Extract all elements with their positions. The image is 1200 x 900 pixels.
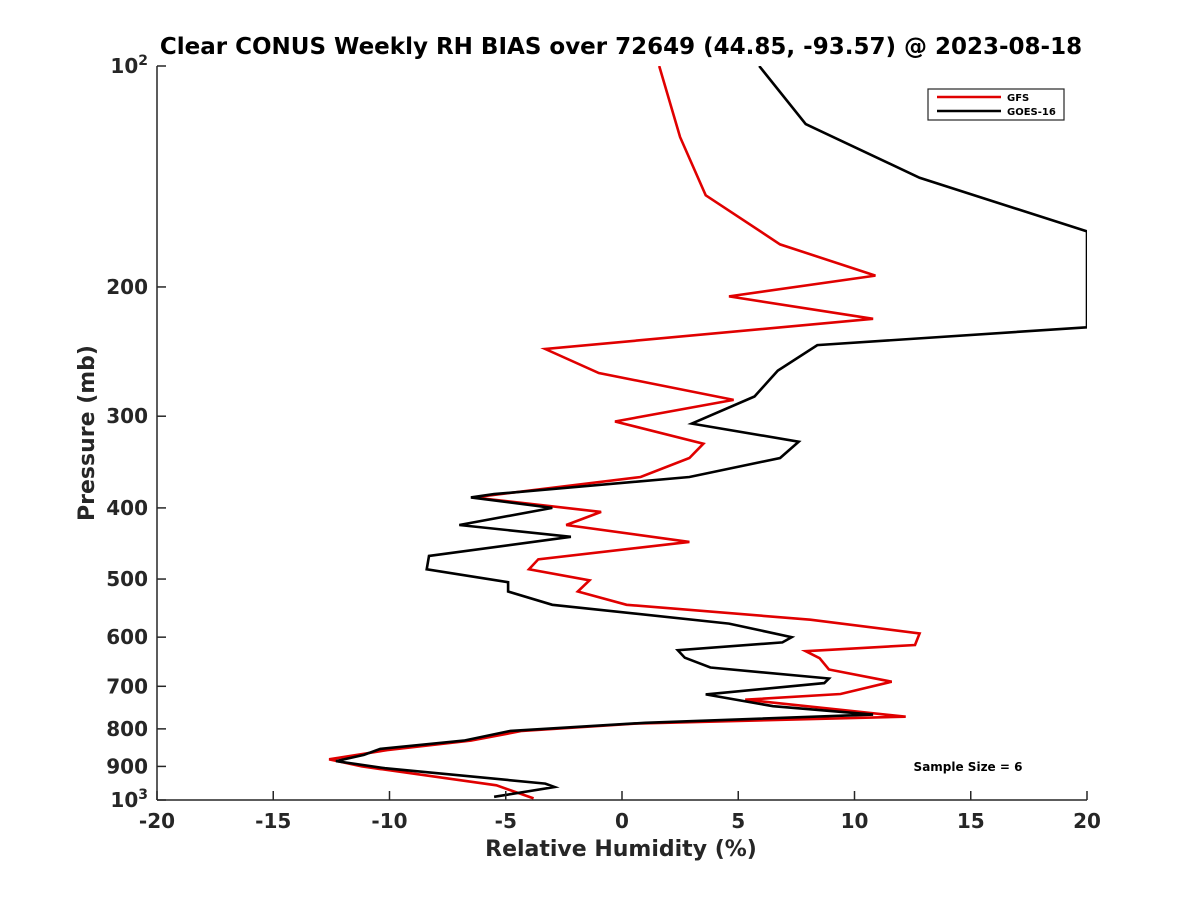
series-line-goes-16 [335,66,1087,799]
y-tick-label: 900 [106,754,148,778]
x-ticks: -20 -15 -10 -5 0 5 10 15 20 [139,791,1101,833]
x-tick-label: 10 [841,809,869,833]
x-tick-label: 20 [1073,809,1101,833]
legend-label: GOES-16 [1007,107,1056,118]
chart-title: Clear CONUS Weekly RH BIAS over 72649 (4… [160,34,1082,60]
y-ticks: 102 200 300 400 500 600 700 800 900 103 [106,53,166,812]
x-tick-label: -15 [255,809,291,833]
x-tick-label: 5 [731,809,745,833]
legend-items: GFS GOES-16 [937,93,1056,118]
x-tick-label: -20 [139,809,175,833]
legend: GFS GOES-16 [927,88,1065,121]
y-tick-label: 700 [106,674,148,698]
y-tick-label: 800 [106,717,148,741]
y-tick-label: 200 [106,275,148,299]
legend-label: GFS [1007,93,1029,104]
y-tick-label: 102 [110,53,148,78]
sample-size-annotation: Sample Size = 6 [914,760,1023,774]
series-layer [328,66,1087,800]
y-axis-label: Pressure (mb) [75,345,100,521]
y-tick-label: 500 [106,567,148,591]
y-tick-label: 600 [106,625,148,649]
y-tick-label: 300 [106,404,148,428]
legend-box [927,88,1065,121]
x-tick-label: -5 [495,809,517,833]
x-axis-label: Relative Humidity (%) [485,837,757,862]
x-tick-label: 0 [615,809,629,833]
y-tick-label: 103 [110,787,148,812]
x-tick-label: -10 [371,809,407,833]
x-tick-label: 15 [957,809,985,833]
y-tick-label: 400 [106,496,148,520]
